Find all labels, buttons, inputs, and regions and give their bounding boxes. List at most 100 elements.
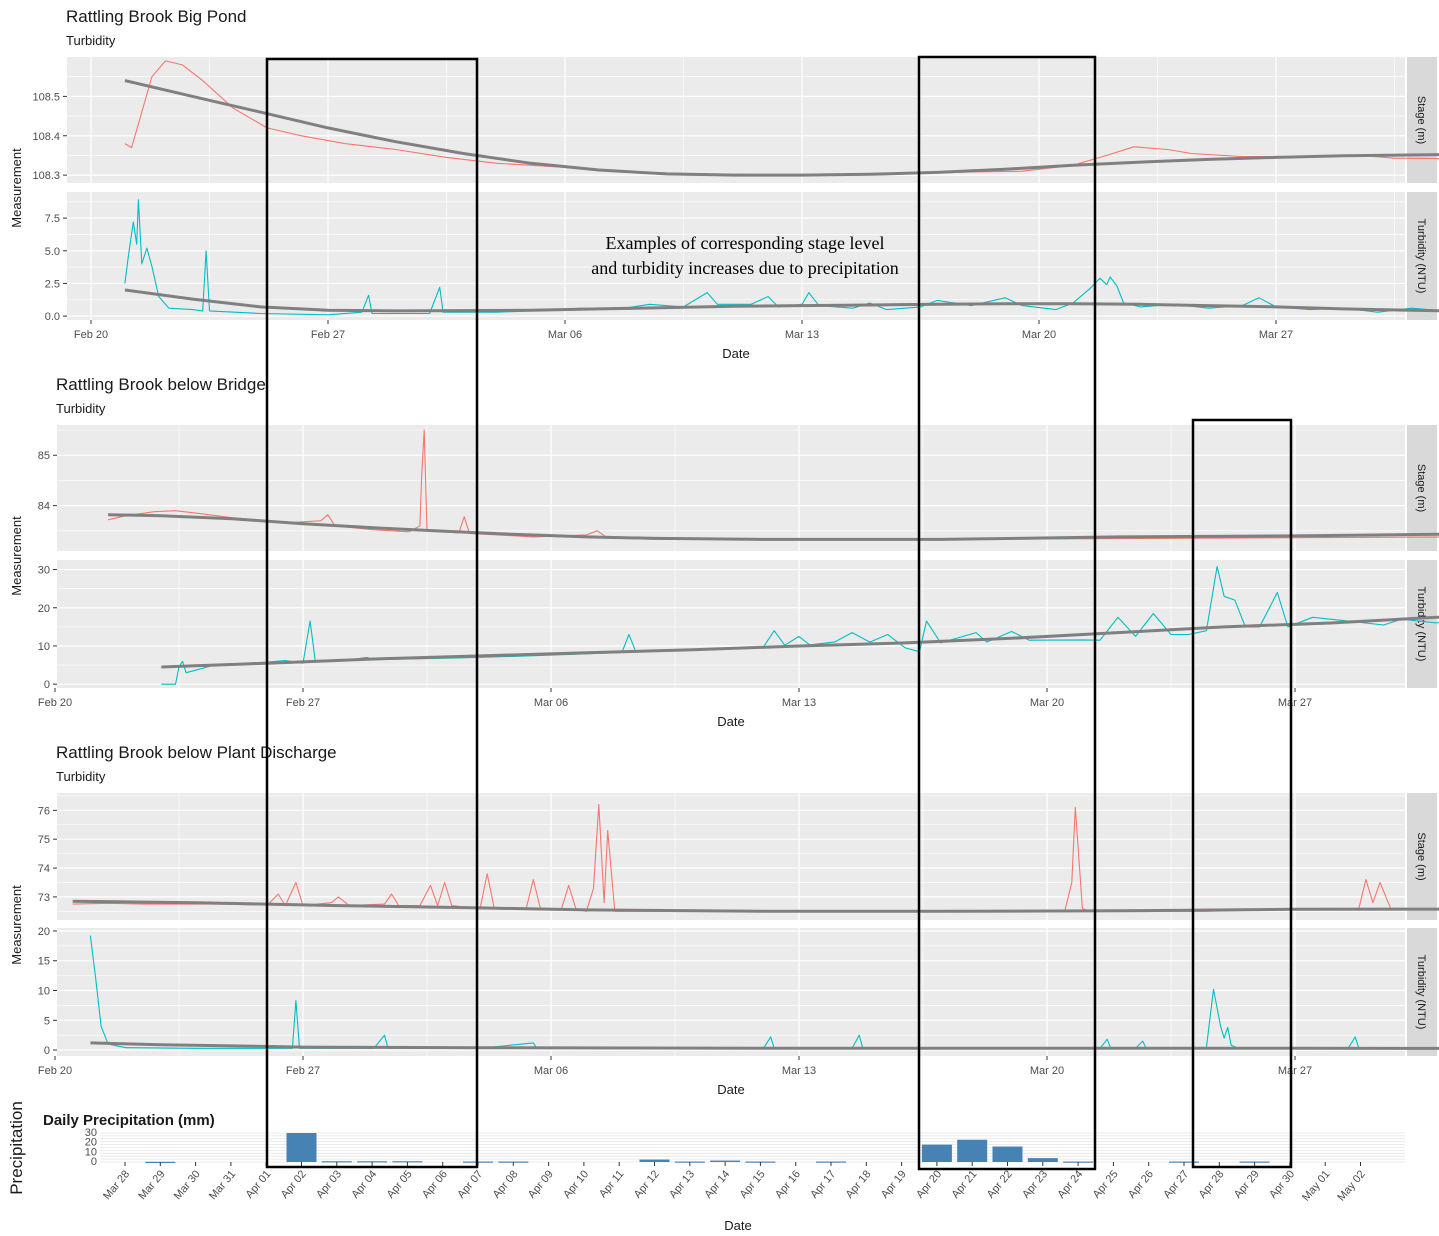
x-axis-title: Date [724, 1218, 751, 1233]
facet-background [57, 425, 1405, 551]
facet-stage: Stage (m) 84 85 [38, 425, 1439, 551]
x-axis-title: Date [717, 1082, 744, 1097]
x-tick-label: Mar 13 [785, 329, 819, 341]
chart-subtitle: Turbidity [66, 33, 116, 48]
x-tick-label: Apr 11 [597, 1168, 627, 1200]
x-axis-title: Date [717, 714, 744, 729]
y-tick-label: 0 [91, 1156, 97, 1168]
y-axis-title: Measurement [9, 148, 24, 228]
facet-stage: Stage (m) 73 74 75 76 [38, 793, 1439, 920]
annotation-line-2: and turbidity increases due to precipita… [591, 258, 898, 278]
y-tick-label: 108.3 [32, 170, 60, 182]
facet-background [57, 928, 1405, 1056]
y-tick-label: 74 [38, 863, 50, 875]
x-tick-label: Apr 20 [914, 1168, 944, 1201]
precip-bar [357, 1161, 388, 1163]
y-tick-label: 30 [38, 565, 50, 577]
x-tick-label: Apr 27 [1161, 1168, 1191, 1201]
facet-strip [1407, 793, 1437, 920]
precip-bar [1027, 1158, 1058, 1162]
x-tick-label: Mar 27 [1278, 1065, 1312, 1077]
x-tick-label: Apr 21 [949, 1168, 979, 1201]
x-tick-label: Apr 07 [455, 1168, 485, 1201]
x-tick-label: Apr 24 [1055, 1168, 1085, 1201]
facet-strip-label: Stage (m) [1415, 464, 1427, 512]
highlight-boxes [265, 55, 1293, 1171]
x-tick-label: Apr 08 [491, 1168, 521, 1201]
x-tick-label: Apr 26 [1126, 1168, 1156, 1201]
x-tick-label: Apr 02 [279, 1168, 309, 1201]
x-tick-label: Apr 01 [243, 1168, 273, 1201]
trend-line [108, 513, 1439, 541]
y-axis-title: Precipitation [7, 1101, 26, 1195]
trend-line [124, 288, 1439, 313]
x-tick-label: Apr 17 [808, 1168, 838, 1201]
facet-strip [1407, 928, 1437, 1056]
facet-turbidity: Turbidity (NTU) 0.0 2.5 5.0 7.5 [45, 192, 1439, 323]
x-tick-label: Mar 20 [1030, 1065, 1064, 1077]
x-axis-title: Date [722, 346, 749, 361]
y-tick-label: 10 [38, 641, 50, 653]
y-tick-label: 30 [85, 1127, 97, 1139]
y-axis-title: Measurement [9, 885, 24, 965]
precip-bar [957, 1139, 988, 1162]
chart-panel-1: Rattling Brook Big Pond Turbidity Measurem… [9, 7, 1439, 361]
trend-line [90, 1041, 1439, 1050]
chart-title: Rattling Brook below Bridge [56, 375, 266, 394]
x-tick-label: Apr 13 [667, 1168, 697, 1201]
x-tick-label: Apr 05 [385, 1168, 415, 1201]
x-tick-label: Mar 13 [782, 1065, 816, 1077]
x-tick-label: Mar 28 [101, 1168, 132, 1202]
x-tick-label: Apr 09 [526, 1168, 556, 1201]
y-tick-label: 85 [38, 450, 50, 462]
x-tick-label: Apr 15 [738, 1168, 768, 1201]
facet-stage: Stage (m) 108.3 108.4 108.5 [32, 57, 1439, 183]
trend-line [161, 615, 1439, 669]
x-tick-label: Apr 10 [561, 1168, 591, 1201]
facet-background [57, 560, 1405, 688]
x-tick-label: Apr 14 [702, 1168, 732, 1201]
y-tick-label: 76 [38, 805, 50, 817]
facet-strip-label: Turbidity (NTU) [1415, 587, 1427, 662]
x-tick-label: Apr 25 [1091, 1168, 1121, 1201]
x-tick-label: Mar 20 [1022, 329, 1056, 341]
y-tick-label: 20 [85, 1137, 97, 1149]
x-tick-label: Apr 28 [1197, 1168, 1227, 1201]
y-tick-label: 7.5 [45, 213, 60, 225]
highlight-box-right [1191, 418, 1293, 1169]
x-tick-label: Mar 31 [207, 1168, 238, 1202]
x-tick-label: Mar 27 [1278, 697, 1312, 709]
y-tick-label: 84 [38, 501, 50, 513]
facet-background [57, 793, 1405, 920]
y-tick-label: 108.5 [32, 91, 60, 103]
chart-panel-2: Rattling Brook below Bridge Turbidity Meas… [9, 375, 1439, 729]
x-tick-label: Apr 04 [349, 1168, 379, 1201]
y-tick-label: 5 [44, 1015, 50, 1027]
precip-bar [992, 1146, 1023, 1162]
x-tick-label: Apr 18 [844, 1168, 874, 1201]
precip-bar [392, 1161, 423, 1163]
x-tick-label: Apr 06 [420, 1168, 450, 1201]
chart-subtitle: Turbidity [56, 769, 106, 784]
highlight-box-middle [917, 55, 1097, 1171]
facet-strip [1407, 425, 1437, 551]
precip-bar [710, 1160, 741, 1162]
y-tick-label: 108.4 [32, 131, 60, 143]
x-tick-label: Apr 22 [985, 1168, 1015, 1201]
x-tick-label: Apr 19 [879, 1168, 909, 1201]
facet-turbidity: Turbidity (NTU) 0 5 10 15 20 [38, 926, 1439, 1057]
x-tick-label: Mar 27 [1259, 329, 1293, 341]
y-tick-label: 15 [38, 956, 50, 968]
x-tick-label: Feb 27 [286, 1065, 320, 1077]
precip-bar [921, 1144, 952, 1162]
y-tick-label: 0.0 [45, 311, 60, 323]
trend-line [124, 79, 1439, 177]
facet-strip [1407, 192, 1437, 320]
y-tick-label: 20 [38, 603, 50, 615]
x-tick-label: Mar 06 [548, 329, 582, 341]
facet-strip-label: Turbidity (NTU) [1415, 219, 1427, 294]
chart-title: Rattling Brook below Plant Discharge [56, 743, 337, 762]
y-tick-label: 75 [38, 834, 50, 846]
y-tick-label: 0 [44, 1045, 50, 1057]
